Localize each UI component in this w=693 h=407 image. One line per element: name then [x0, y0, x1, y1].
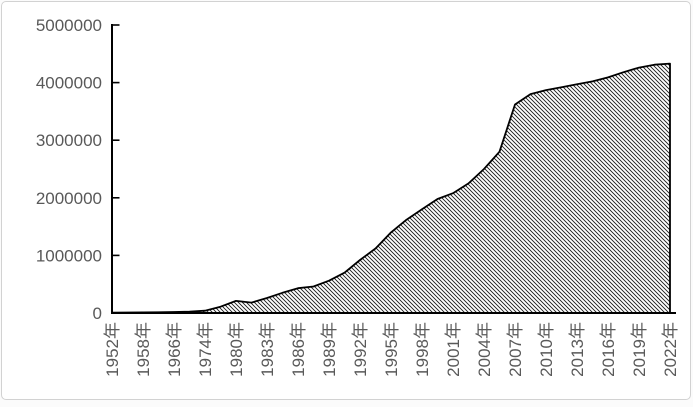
x-tick-label: 2001年 [444, 322, 463, 377]
x-tick-label: 1995年 [382, 322, 401, 377]
x-tick-label: 1998年 [413, 322, 432, 377]
x-tick-label: 1958年 [134, 322, 153, 377]
x-tick-label: 1974年 [196, 322, 215, 377]
y-tick-label: 2000000 [36, 189, 102, 208]
y-axis-ticks [112, 24, 120, 314]
y-tick-label: 1000000 [36, 246, 102, 265]
y-axis-labels: 0 1000000 2000000 3000000 4000000 5000000 [36, 16, 102, 323]
x-tick-label: 1992年 [351, 322, 370, 377]
x-tick-label: 2022年 [661, 322, 680, 377]
x-tick-label: 2016年 [599, 322, 618, 377]
x-tick-label: 1986年 [289, 322, 308, 377]
x-axis-labels: 1952年 1958年 1966年 1974年 1980年 1983年 1986年 1989年… [103, 322, 680, 377]
x-tick-label: 1989年 [320, 322, 339, 377]
y-tick-label: 4000000 [36, 74, 102, 93]
x-tick-label: 2007年 [506, 322, 525, 377]
area-series [111, 62, 671, 314]
y-tick-label: 5000000 [36, 16, 102, 35]
y-tick-label: 3000000 [36, 131, 102, 150]
x-tick-label: 1952年 [103, 322, 122, 377]
x-tick-label: 1966年 [165, 322, 184, 377]
x-tick-label: 2013年 [568, 322, 587, 377]
x-tick-label: 2010年 [537, 322, 556, 377]
x-tick-label: 1983年 [258, 322, 277, 377]
axes [111, 24, 676, 314]
y-tick-label: 0 [93, 304, 102, 323]
x-tick-label: 1980年 [227, 322, 246, 377]
data-area-shape [111, 62, 671, 314]
x-tick-label: 2019年 [630, 322, 649, 377]
x-tick-label: 2004年 [475, 322, 494, 377]
